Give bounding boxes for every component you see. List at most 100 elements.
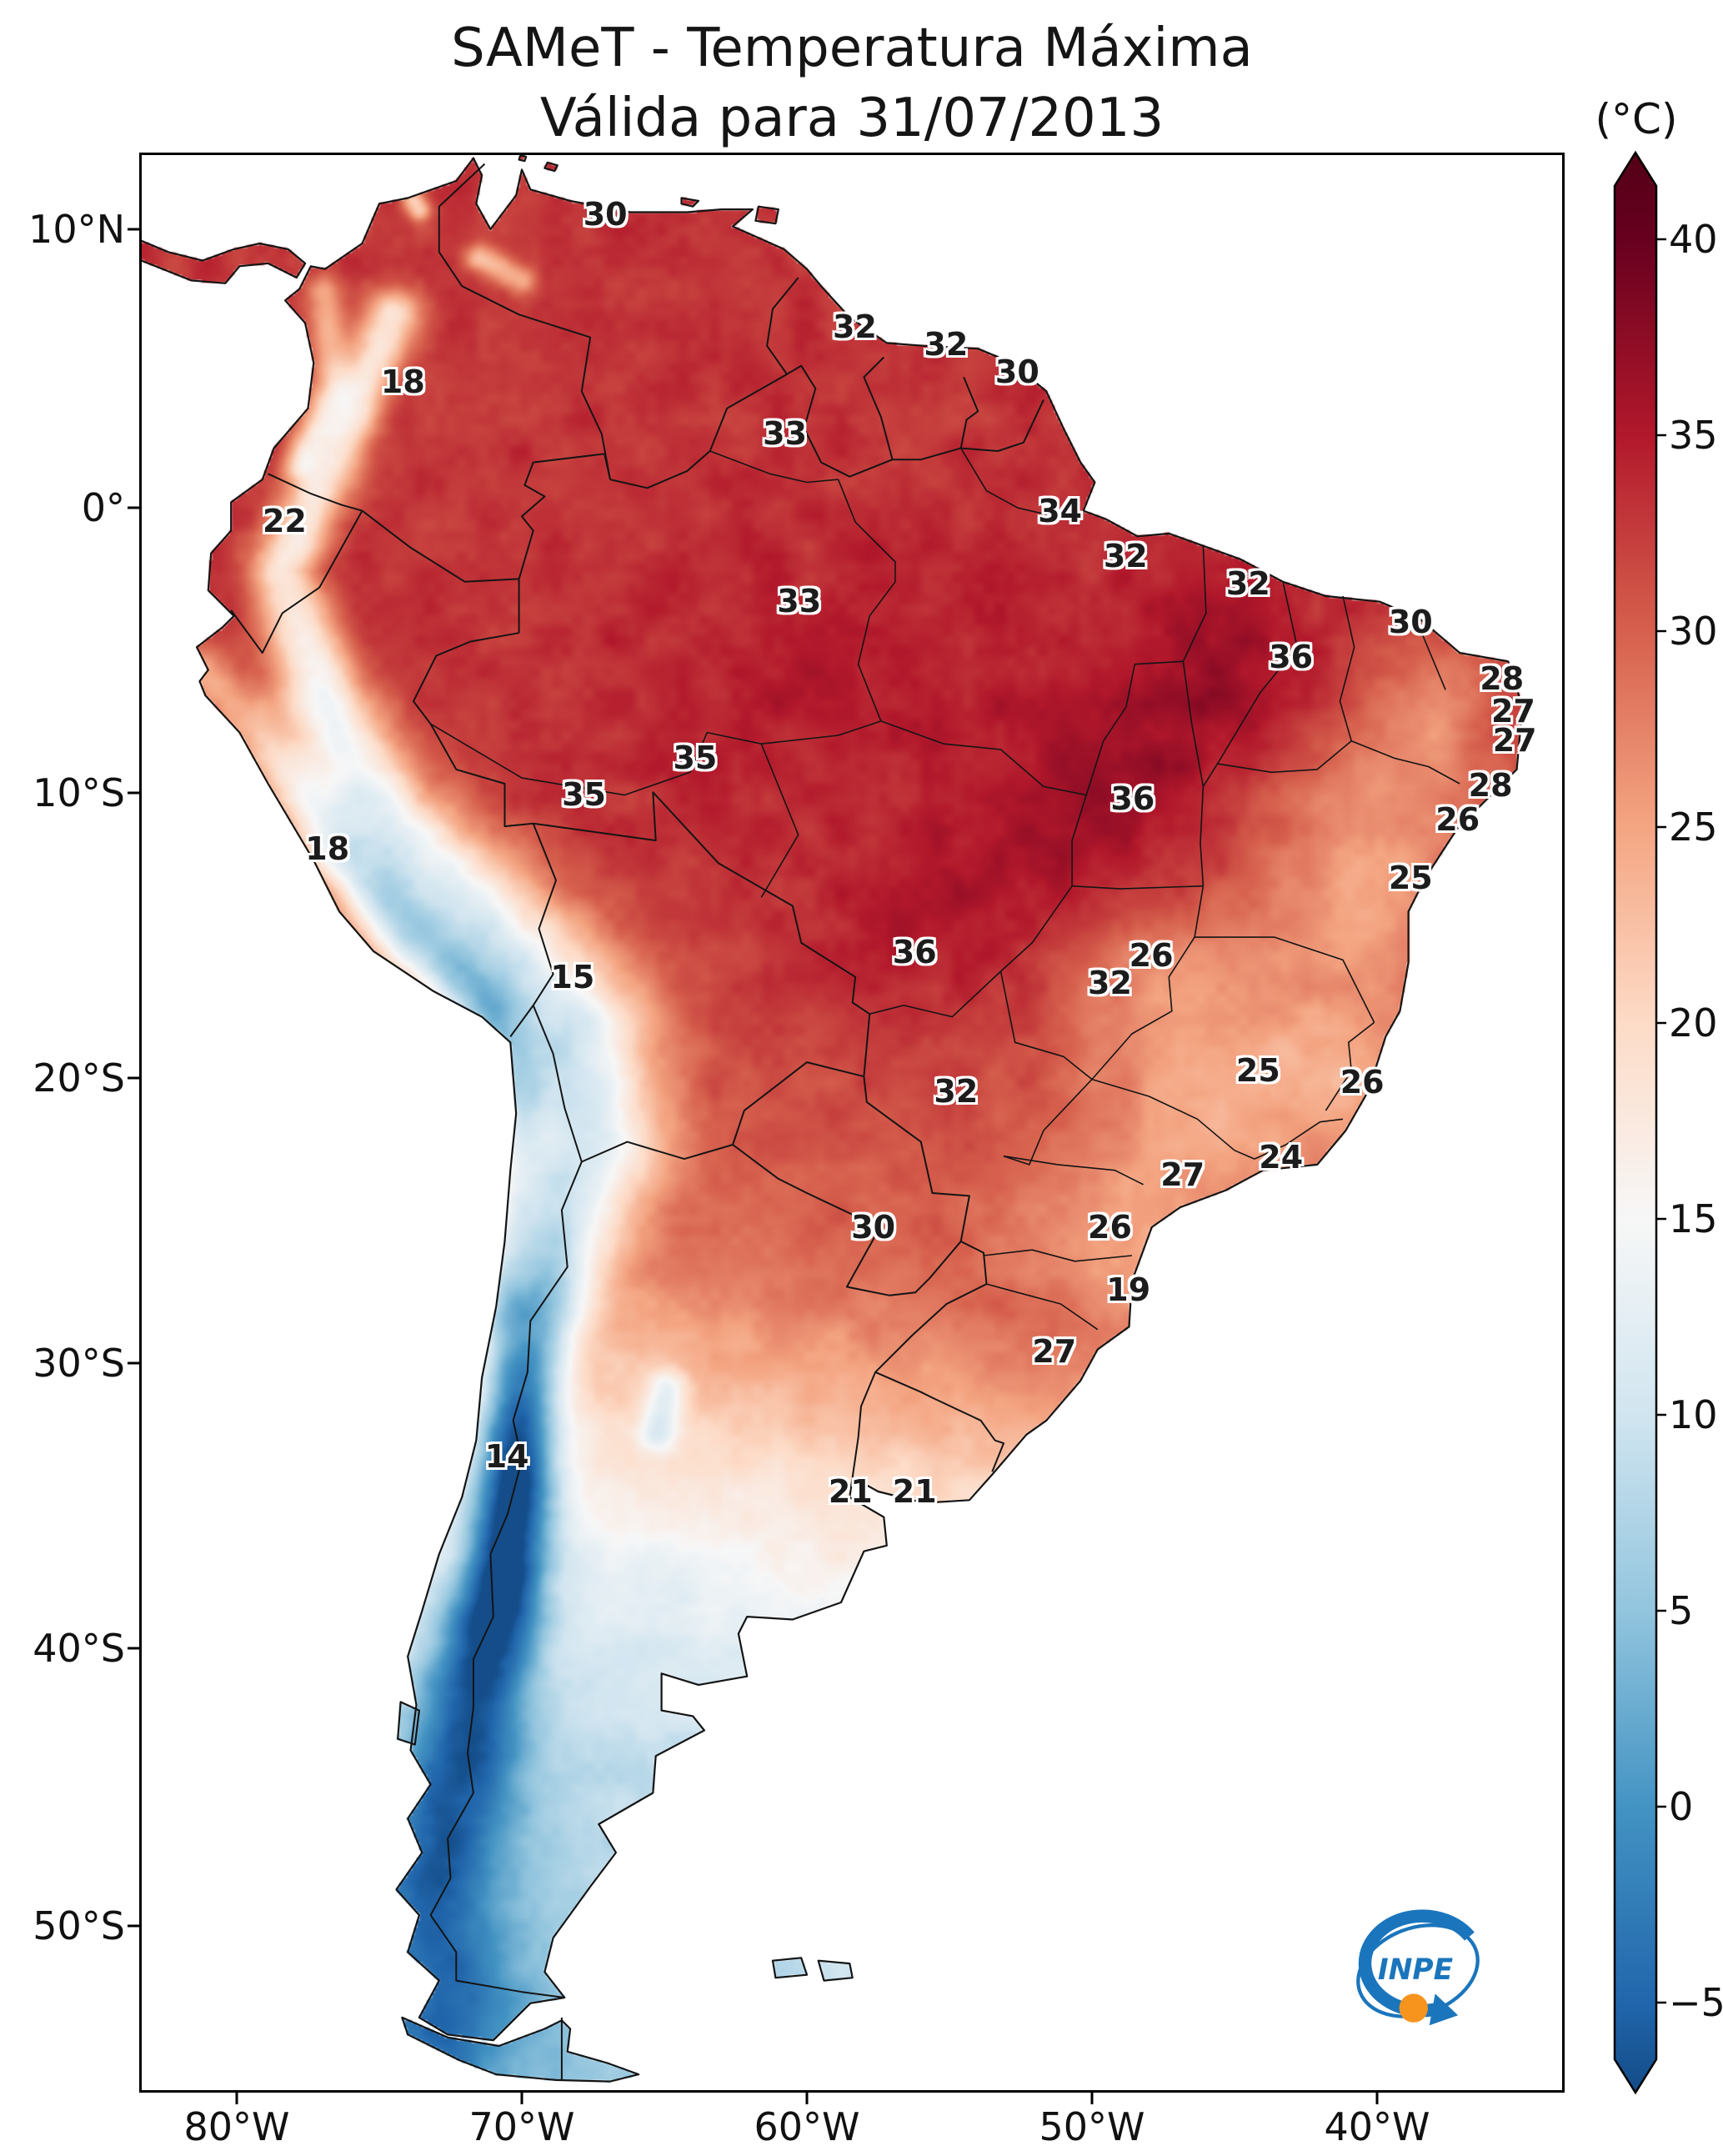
border-line — [1003, 1155, 1144, 1186]
station-temperature-label: 32 — [924, 326, 969, 364]
border-line — [1325, 1021, 1375, 1111]
border-line — [268, 473, 363, 512]
colorbar-tick-label: 0 — [1669, 1784, 1694, 1829]
lat-tick-label: 30°S — [33, 1341, 125, 1386]
border-line — [986, 1283, 1099, 1331]
station-temperature-label: 18 — [305, 830, 350, 868]
border-line — [761, 720, 882, 745]
station-temperature-label: 34 — [1038, 493, 1083, 530]
colorbar-tick-label: 35 — [1669, 413, 1718, 458]
lon-tick-label: 40°W — [1324, 2104, 1430, 2149]
station-temperature-label: 28 — [1480, 659, 1525, 697]
lat-tick-mark — [128, 1361, 139, 1365]
map-title-line2: Válida para 31/07/2013 — [539, 88, 1165, 150]
border-line — [1350, 740, 1460, 785]
border-line — [1091, 936, 1195, 1081]
station-temperature-label: 35 — [562, 776, 606, 814]
lon-tick-mark — [805, 2093, 809, 2104]
border-line — [1194, 885, 1375, 1023]
border-line — [196, 157, 1524, 2042]
map-title: SAMeT - Temperatura Máxima Válida para 3… — [139, 13, 1565, 154]
border-line — [869, 970, 1002, 1018]
inpe-logo-text: INPE — [1378, 1953, 1454, 1987]
border-line — [230, 510, 363, 654]
station-temperature-label: 32 — [832, 308, 877, 346]
lon-tick-mark — [520, 2093, 523, 2104]
colorbar-tick-label: 30 — [1669, 609, 1718, 654]
arrowhead-icon — [1429, 1993, 1459, 2026]
border-line — [543, 161, 558, 173]
lon-tick-label: 60°W — [754, 2104, 860, 2149]
lat-tick-label: 10°N — [28, 206, 125, 252]
border-line — [892, 447, 961, 461]
border-line — [139, 238, 307, 284]
map-plot-area: 30 18 32 32 30 33 22 34 32 32 33 30 36 28 27 27 35 28 35 36… — [139, 153, 1565, 2093]
station-temperature-label: 25 — [1388, 860, 1433, 897]
border-line — [771, 1957, 809, 1979]
station-temperature-label: 19 — [1106, 1271, 1151, 1308]
border-line — [874, 1241, 988, 1373]
border-line — [1339, 595, 1355, 742]
inpe-logo: INPE — [1346, 1893, 1490, 2037]
border-line — [438, 163, 611, 480]
border-line — [863, 356, 894, 460]
border-line — [960, 399, 1044, 452]
border-line — [1134, 544, 1207, 665]
border-line — [509, 1005, 534, 1037]
colorbar-tick-label: −5 — [1669, 1980, 1723, 2025]
orange-planet-icon — [1399, 1993, 1429, 2023]
colorbar-tick-label: 20 — [1669, 1000, 1718, 1045]
station-temperature-label: 21 — [892, 1472, 937, 1510]
border-line — [880, 720, 1087, 796]
station-temperature-label: 30 — [994, 353, 1039, 390]
colorbar-tick-label: 10 — [1669, 1392, 1718, 1437]
border-line — [760, 743, 799, 898]
station-temperature-label: 33 — [763, 415, 808, 453]
station-temperature-label: 28 — [1468, 766, 1513, 804]
station-temperature-label: 26 — [1088, 1209, 1132, 1246]
border-line — [732, 1061, 864, 1146]
border-line — [581, 1141, 734, 1163]
border-line — [1091, 1078, 1255, 1160]
lat-tick-mark — [128, 791, 139, 795]
border-line — [960, 448, 1055, 518]
station-temperature-label: 36 — [1110, 780, 1155, 817]
border-line — [1071, 795, 1204, 890]
lon-tick-label: 70°W — [468, 2104, 575, 2149]
colorbar-tick-label: 5 — [1669, 1588, 1694, 1633]
border-line — [518, 453, 611, 579]
station-temperature-label: 32 — [934, 1073, 979, 1111]
station-temperature-label: 36 — [892, 933, 937, 970]
border-line — [1217, 740, 1352, 774]
border-line — [1182, 661, 1205, 886]
colorbar-unit-label: (°C) — [1595, 95, 1678, 143]
border-line — [401, 2016, 640, 2083]
station-temperature-label: 15 — [550, 958, 595, 995]
lat-tick-mark — [128, 506, 139, 509]
border-line — [397, 1701, 420, 1746]
border-line — [532, 1005, 583, 1162]
station-temperature-label: 32 — [1088, 964, 1132, 1001]
border-line — [361, 509, 520, 634]
lon-tick-label: 50°W — [1039, 2104, 1145, 2149]
map-title-line1: SAMeT - Temperatura Máxima — [451, 18, 1253, 79]
border-line — [786, 364, 893, 478]
border-line — [874, 1371, 1004, 1472]
border-line — [1003, 1079, 1093, 1166]
station-temperature-label: 21 — [828, 1472, 873, 1510]
border-line — [1085, 664, 1136, 795]
lat-tick-label: 20°S — [33, 1055, 125, 1101]
station-temperature-label: 26 — [1129, 937, 1174, 975]
station-temperature-label: 30 — [583, 196, 628, 233]
station-temperature-label: 24 — [1259, 1139, 1304, 1176]
map-borders-overlay — [139, 154, 1524, 2083]
station-temperature-label: 32 — [1103, 538, 1148, 575]
border-line — [732, 1144, 962, 1296]
border-line — [532, 823, 557, 1006]
border-line — [754, 205, 779, 225]
station-temperature-label: 30 — [1388, 604, 1433, 641]
station-temperature-label: 26 — [1340, 1063, 1385, 1101]
station-temperature-label: 30 — [851, 1209, 896, 1246]
lat-tick-label: 0° — [81, 485, 125, 531]
